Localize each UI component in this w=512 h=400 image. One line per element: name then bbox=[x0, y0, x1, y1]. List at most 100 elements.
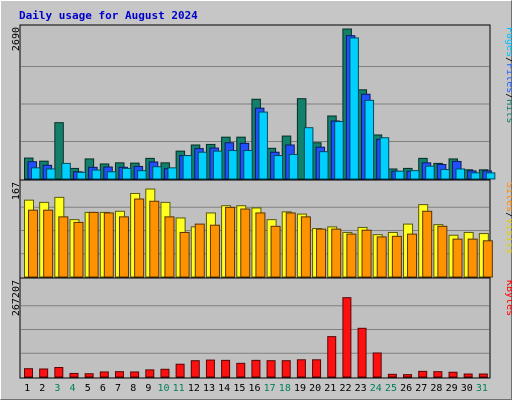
bar-kbytes-day-22 bbox=[342, 297, 352, 378]
day-label: 8 bbox=[130, 383, 136, 394]
bar-kbytes-day-15 bbox=[236, 362, 246, 378]
day-label: 6 bbox=[100, 383, 106, 394]
day-label: 23 bbox=[355, 383, 367, 394]
bar-pages-day-31 bbox=[485, 172, 496, 180]
bar-pages-day-10 bbox=[167, 167, 177, 180]
bar-sites-day-12 bbox=[194, 223, 205, 278]
chart-title: Daily usage for August 2024 bbox=[19, 9, 198, 22]
bar-pages-day-15 bbox=[243, 150, 253, 180]
bar-kbytes-day-10 bbox=[160, 368, 170, 378]
axis-label-separator: / bbox=[504, 57, 512, 63]
panel-max-label: 167 bbox=[11, 182, 22, 200]
bar-pages-day-18 bbox=[288, 153, 299, 180]
panel-axis-label: Sites/Visits bbox=[504, 182, 512, 254]
day-label: 3 bbox=[54, 383, 60, 394]
bar-kbytes-day-9 bbox=[145, 369, 155, 378]
axis-label-files: Files bbox=[504, 63, 512, 93]
bar-kbytes-day-26 bbox=[403, 374, 413, 378]
bar-sites-day-17 bbox=[270, 225, 281, 278]
bar-pages-day-13 bbox=[212, 150, 223, 180]
bar-kbytes-day-13 bbox=[205, 359, 215, 378]
bar-pages-day-28 bbox=[440, 169, 450, 180]
bar-sites-day-18 bbox=[285, 212, 296, 278]
day-label: 24 bbox=[370, 383, 382, 394]
bar-pages-day-5 bbox=[91, 169, 102, 180]
bar-sites-day-19 bbox=[300, 216, 311, 278]
bar-kbytes-day-16 bbox=[251, 359, 261, 378]
axis-label-pages: Pages bbox=[504, 27, 512, 57]
bar-pages-day-22 bbox=[349, 37, 359, 180]
day-label: 27 bbox=[415, 383, 427, 394]
bar-kbytes-day-28 bbox=[433, 371, 443, 378]
bar-kbytes-day-19 bbox=[296, 359, 306, 378]
day-label: 12 bbox=[188, 383, 200, 394]
bar-pages-day-21 bbox=[334, 121, 344, 180]
bar-kbytes-day-30 bbox=[463, 373, 473, 378]
day-label: 20 bbox=[309, 383, 321, 394]
bar-sites-day-28 bbox=[437, 225, 448, 278]
bar-kbytes-day-2 bbox=[39, 368, 49, 378]
axis-label-visits: Visits bbox=[504, 218, 512, 254]
bar-sites-day-26 bbox=[407, 233, 418, 278]
bar-pages-day-27 bbox=[425, 165, 435, 180]
bar-kbytes-day-7 bbox=[114, 371, 124, 378]
day-label: 2 bbox=[39, 383, 45, 394]
bar-sites-day-5 bbox=[88, 211, 99, 278]
day-label: 15 bbox=[233, 383, 245, 394]
bar-pages-day-1 bbox=[31, 167, 41, 180]
bar-sites-day-30 bbox=[467, 238, 478, 278]
day-label: 18 bbox=[279, 383, 291, 394]
axis-label-hits: Hits bbox=[504, 99, 512, 123]
bar-pages-day-9 bbox=[152, 166, 162, 180]
day-label: 7 bbox=[115, 383, 121, 394]
bar-pages-day-25 bbox=[394, 170, 405, 180]
bar-hits-day-3 bbox=[54, 122, 64, 180]
bar-sites-day-20 bbox=[316, 228, 327, 278]
bar-pages-day-14 bbox=[228, 150, 238, 180]
bar-kbytes-day-3 bbox=[54, 367, 64, 378]
bar-pages-day-30 bbox=[470, 172, 481, 180]
bar-kbytes-day-17 bbox=[266, 360, 276, 378]
bar-pages-day-19 bbox=[303, 127, 314, 180]
bar-sites-day-14 bbox=[225, 206, 236, 278]
axis-label-sites: Sites bbox=[504, 182, 512, 212]
bar-sites-day-22 bbox=[346, 233, 357, 278]
day-label: 21 bbox=[324, 383, 336, 394]
day-label: 31 bbox=[476, 383, 488, 394]
bar-kbytes-day-21 bbox=[327, 336, 337, 378]
axis-label-kbytes: KBytes bbox=[504, 280, 512, 316]
day-label: 28 bbox=[430, 383, 442, 394]
bar-sites-day-25 bbox=[391, 235, 402, 278]
day-label: 26 bbox=[400, 383, 412, 394]
bar-sites-day-10 bbox=[164, 216, 175, 278]
bar-sites-day-9 bbox=[149, 200, 160, 278]
day-label: 17 bbox=[264, 383, 276, 394]
bar-pages-day-23 bbox=[364, 99, 375, 180]
bar-kbytes-day-5 bbox=[84, 373, 94, 378]
axis-label-separator: / bbox=[504, 93, 512, 99]
bar-kbytes-day-1 bbox=[24, 368, 33, 378]
day-label: 30 bbox=[461, 383, 473, 394]
day-label: 29 bbox=[446, 383, 458, 394]
bar-pages-day-16 bbox=[258, 111, 268, 180]
bar-pages-day-6 bbox=[106, 171, 117, 180]
day-label: 25 bbox=[385, 383, 397, 394]
bar-sites-day-31 bbox=[482, 240, 493, 278]
panel-axis-label: Pages/Files/Hits bbox=[504, 27, 512, 123]
bar-kbytes-day-24 bbox=[372, 352, 382, 378]
bar-kbytes-day-18 bbox=[281, 360, 291, 378]
panel-max-label: 267207 bbox=[11, 280, 22, 316]
bar-kbytes-day-11 bbox=[175, 363, 185, 378]
panel-max-label: 2690 bbox=[11, 27, 22, 51]
bar-sites-day-27 bbox=[422, 210, 433, 278]
bar-pages-day-12 bbox=[197, 151, 208, 180]
bar-pages-day-4 bbox=[76, 171, 86, 180]
bar-pages-day-17 bbox=[273, 155, 284, 180]
bar-sites-day-6 bbox=[103, 212, 114, 278]
bar-sites-day-2 bbox=[43, 209, 54, 278]
bar-sites-day-11 bbox=[179, 231, 190, 278]
bar-pages-day-7 bbox=[121, 167, 132, 180]
